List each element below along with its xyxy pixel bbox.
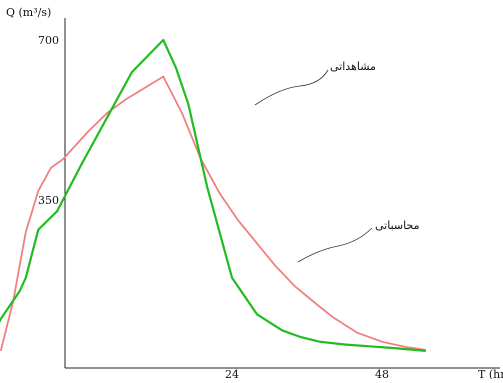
- y-axis-title: Q (m³/s): [6, 6, 51, 19]
- y-tick-label: 350: [38, 194, 59, 207]
- annotation-label: مشاهداتی: [330, 60, 376, 73]
- x-tick-label: 48: [375, 368, 389, 379]
- annotation-label: محاسباتی: [375, 219, 420, 232]
- annotation-leader-line: [297, 227, 373, 263]
- series-line-observed: [0, 38, 426, 352]
- x-axis-title: T (hr): [478, 368, 503, 379]
- series-line-calculated: [0, 75, 426, 352]
- x-tick-label: 24: [225, 368, 239, 379]
- y-tick-label: 700: [38, 34, 59, 47]
- annotation-leader-line: [254, 69, 329, 106]
